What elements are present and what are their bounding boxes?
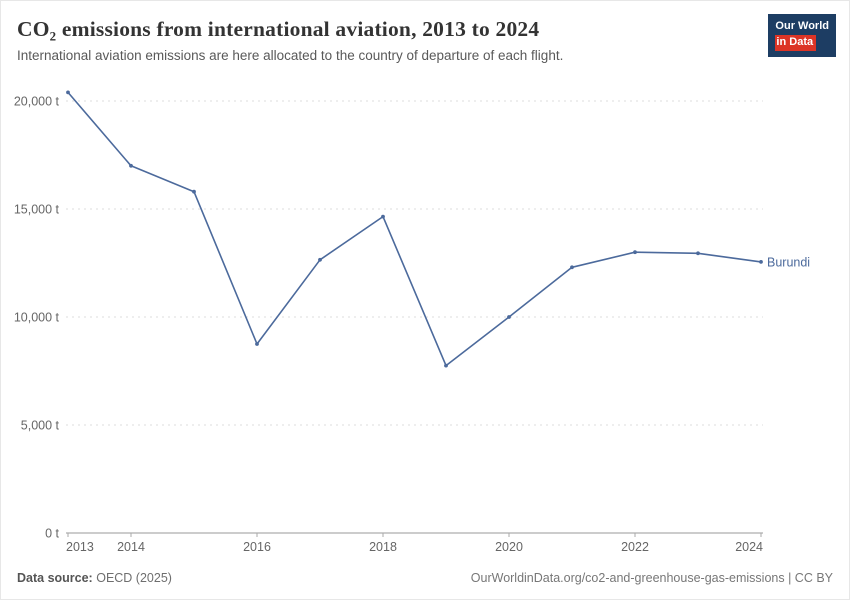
data-source-label: Data source: xyxy=(17,571,93,585)
owid-logo-line1: Our World xyxy=(775,20,829,32)
data-source-value: OECD (2025) xyxy=(96,571,172,585)
owid-logo[interactable]: Our World in Data xyxy=(768,14,836,57)
y-axis-tick-label: 0 t xyxy=(45,527,59,541)
y-axis-tick-label: 10,000 t xyxy=(14,311,60,325)
data-point-2016[interactable] xyxy=(255,342,259,346)
x-axis-tick-label: 2013 xyxy=(66,540,94,554)
page-title: CO₂ emissions from international aviatio… xyxy=(17,17,540,41)
data-point-2019[interactable] xyxy=(444,363,448,368)
data-point-2018[interactable] xyxy=(381,214,385,219)
data-source: Data source: OECD (2025) xyxy=(17,571,172,585)
x-axis-tick-label: 2014 xyxy=(117,540,145,554)
chart-header: CO₂ emissions from international aviatio… xyxy=(1,1,849,63)
y-axis-tick-label: 5,000 t xyxy=(21,419,60,433)
data-point-2020[interactable] xyxy=(507,315,511,319)
x-axis-tick-label: 2020 xyxy=(495,540,523,554)
x-axis-tick-label: 2016 xyxy=(243,540,271,554)
data-point-2017[interactable] xyxy=(318,257,322,262)
line-series-burundi[interactable] xyxy=(67,91,762,367)
x-axis-tick-label: 2024 xyxy=(735,540,763,554)
data-point-2021[interactable] xyxy=(570,265,574,270)
data-point-2014[interactable] xyxy=(129,163,133,168)
chart-area: 0 t 5,000 t 10,000 t 15,000 t 20,000 t 2013 20… xyxy=(1,79,850,576)
data-point-2023[interactable] xyxy=(696,251,700,256)
x-axis-tick-label: 2018 xyxy=(369,540,397,554)
chart-subtitle: International aviation emissions are her… xyxy=(17,48,564,63)
y-axis-tick-label: 20,000 t xyxy=(14,95,60,109)
owid-citation-link[interactable]: OurWorldinData.org/co2-and-greenhouse-ga… xyxy=(470,571,833,585)
data-point-2015[interactable] xyxy=(192,189,196,194)
chart-footer: Data source: OECD (2025) OurWorldinData.… xyxy=(1,557,849,599)
y-axis-tick-label: 15,000 t xyxy=(14,203,60,217)
x-axis-tick-label: 2022 xyxy=(621,540,649,554)
data-point-2024[interactable] xyxy=(759,260,763,264)
data-point-2022[interactable] xyxy=(633,250,637,255)
data-point-2013[interactable] xyxy=(66,90,70,95)
chart-canvas[interactable]: 0 t 5,000 t 10,000 t 15,000 t 20,000 t 2013 20… xyxy=(1,79,850,571)
series-label-burundi[interactable]: Burundi xyxy=(767,255,810,269)
owid-logo-line2: in Data xyxy=(775,34,817,51)
